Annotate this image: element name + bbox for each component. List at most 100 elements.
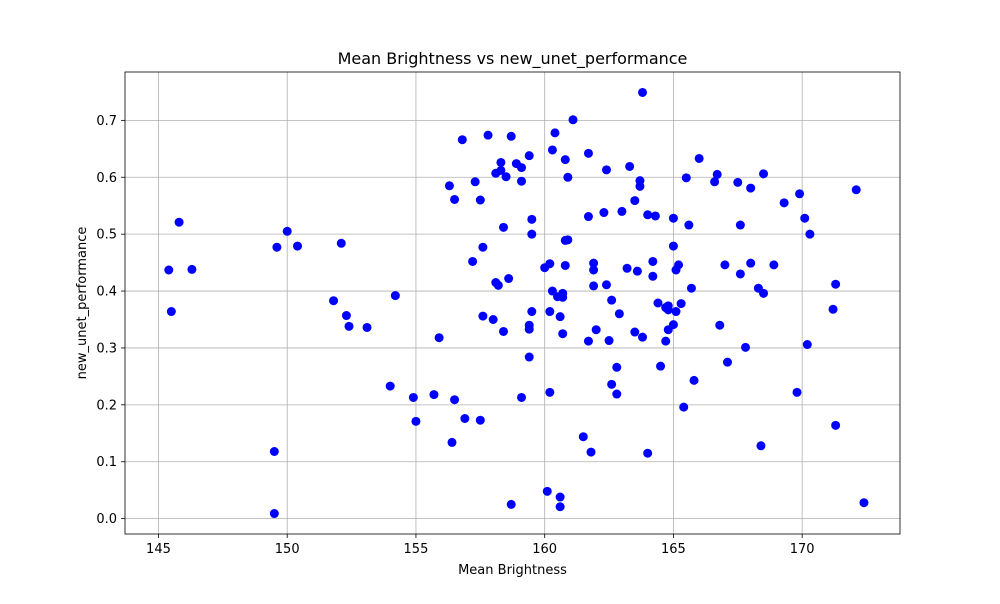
data-point — [527, 229, 537, 239]
data-point — [632, 266, 642, 276]
data-point — [604, 336, 614, 346]
data-point — [498, 326, 508, 336]
data-point — [450, 194, 460, 204]
data-point — [589, 265, 599, 275]
y-tick-label: 0.1 — [96, 455, 117, 470]
y-tick-label: 0.0 — [96, 512, 117, 527]
data-point — [635, 181, 645, 191]
data-point — [506, 499, 516, 509]
data-point — [601, 280, 611, 290]
data-point — [560, 260, 570, 270]
data-point — [759, 169, 769, 179]
data-point — [450, 395, 460, 405]
data-point — [434, 333, 444, 343]
data-point — [478, 311, 488, 321]
data-point — [599, 208, 609, 218]
data-point — [444, 181, 454, 191]
data-point — [164, 265, 174, 275]
data-point — [563, 172, 573, 182]
data-point — [269, 447, 279, 456]
data-point — [589, 281, 599, 291]
data-point — [385, 381, 395, 391]
data-point — [694, 153, 704, 163]
data-point — [630, 327, 640, 337]
plot-frame — [124, 71, 901, 535]
x-tick-label: 160 — [532, 542, 557, 557]
data-point — [460, 414, 470, 423]
data-point — [831, 420, 841, 430]
y-tick-label: 0.3 — [96, 341, 117, 356]
data-point — [272, 242, 282, 252]
data-point — [648, 256, 658, 266]
data-point — [517, 176, 527, 186]
data-point — [607, 295, 617, 305]
chart-title: Mean Brightness vs new_unet_performance — [338, 49, 688, 69]
data-point — [524, 324, 534, 334]
data-point — [779, 198, 789, 208]
data-point — [792, 387, 802, 397]
data-point — [517, 163, 527, 173]
data-point — [293, 241, 303, 251]
data-point — [527, 307, 537, 317]
data-point — [681, 173, 691, 183]
data-point — [555, 502, 565, 512]
grid — [125, 72, 900, 534]
data-point — [269, 509, 279, 519]
data-point — [805, 229, 815, 239]
data-point — [468, 256, 478, 266]
data-point — [527, 214, 537, 224]
data-point — [547, 145, 557, 155]
data-point — [558, 329, 568, 339]
y-tick-label: 0.7 — [96, 114, 117, 129]
data-point — [643, 210, 653, 220]
data-point — [656, 361, 666, 371]
data-point — [586, 447, 596, 457]
data-point — [733, 177, 743, 187]
data-point — [429, 390, 439, 400]
data-point — [802, 340, 812, 350]
data-point — [671, 307, 681, 317]
data-point — [800, 213, 810, 223]
data-point — [457, 135, 467, 145]
data-point — [668, 241, 678, 251]
data-point — [622, 263, 632, 273]
data-point — [653, 298, 663, 308]
data-point — [545, 259, 555, 269]
data-point — [638, 332, 648, 342]
data-point — [390, 291, 400, 301]
data-point — [560, 155, 570, 165]
data-point — [166, 307, 176, 317]
data-point — [558, 292, 568, 302]
y-axis-label: new_unet_performance — [75, 227, 90, 380]
data-point — [589, 258, 599, 268]
x-tick-label: 170 — [790, 542, 815, 557]
data-point — [859, 498, 869, 508]
data-point — [612, 389, 622, 399]
y-tick-label: 0.4 — [96, 285, 117, 300]
data-point — [187, 264, 197, 274]
data-point — [545, 387, 555, 397]
data-point — [475, 195, 485, 205]
data-point — [506, 131, 516, 141]
data-point — [759, 288, 769, 298]
data-point — [591, 325, 601, 335]
data-point — [676, 299, 686, 309]
data-point — [746, 258, 756, 268]
data-point — [329, 296, 339, 306]
data-point — [741, 342, 751, 352]
data-point — [493, 280, 503, 290]
data-point — [470, 177, 480, 187]
data-point — [795, 189, 805, 199]
data-point — [674, 260, 684, 270]
data-point — [341, 311, 351, 321]
data-point — [710, 177, 720, 187]
data-point — [542, 486, 552, 496]
y-tick-label: 0.5 — [96, 228, 117, 243]
x-tick-label: 155 — [404, 542, 429, 557]
data-point — [831, 279, 841, 289]
data-point — [411, 416, 421, 426]
data-point — [686, 283, 696, 293]
data-point — [550, 128, 560, 138]
